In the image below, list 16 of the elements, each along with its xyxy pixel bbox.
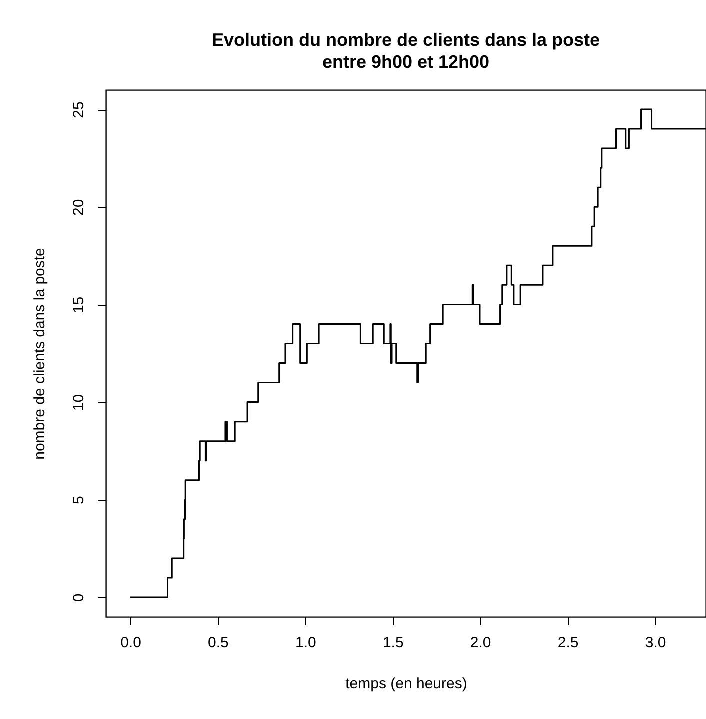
x-tick-label: 2.0 bbox=[470, 634, 492, 652]
y-tick-label: 10 bbox=[70, 394, 88, 412]
x-tick-label: 3.0 bbox=[645, 634, 666, 652]
x-tick-label: 2.5 bbox=[558, 634, 579, 652]
y-axis-title: nombre de clients dans la poste bbox=[32, 248, 48, 460]
y-tick-label: 20 bbox=[70, 199, 88, 216]
y-tick-label: 0 bbox=[70, 594, 88, 602]
y-tick-label: 25 bbox=[70, 102, 88, 118]
x-tick-label: 1.0 bbox=[295, 634, 316, 652]
y-tick-label: 5 bbox=[70, 496, 88, 505]
y-tick-label: 15 bbox=[70, 296, 88, 314]
x-axis-title: temps (en heures) bbox=[346, 676, 468, 692]
x-tick-label: 0.0 bbox=[120, 634, 142, 652]
x-tick-label: 0.5 bbox=[208, 634, 229, 652]
x-tick-label: 1.5 bbox=[382, 634, 404, 652]
chart-title: Evolution du nombre de clients dans la poste entre 9h00 et 12h00 bbox=[212, 30, 600, 72]
